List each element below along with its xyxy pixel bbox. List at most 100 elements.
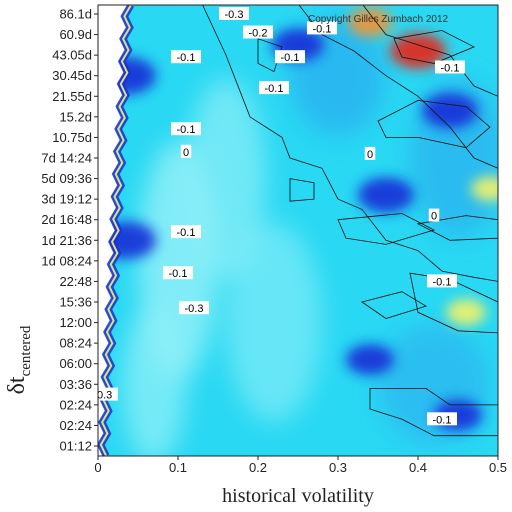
left-edge-band [98, 5, 135, 456]
contour-label: -0.1 [259, 81, 289, 95]
contour-label-box [427, 274, 457, 288]
contour-line [202, 5, 498, 282]
y-axis-title-main: δt [4, 376, 30, 394]
contour-label-text: -0.1 [265, 83, 284, 95]
contour-label: 0 [364, 146, 376, 161]
y-tick-label: 21.55d [52, 89, 92, 104]
y-tick-label: 2d 16:48 [41, 212, 92, 227]
contour-label-text: -0.1 [177, 227, 196, 239]
plot-frame [97, 4, 499, 457]
contour-label-text: -0.2 [249, 28, 268, 40]
y-tick-label: 22:48 [59, 274, 92, 289]
heat-spot [390, 33, 446, 69]
contour-label: -0.1 [163, 266, 193, 280]
contour-label-box [364, 146, 376, 160]
contour-label-text: 0 [183, 147, 189, 159]
contour-label-text: -0.1 [433, 276, 452, 288]
x-tick-label: 0 [94, 460, 101, 475]
y-axis-title-sub: centered [18, 325, 34, 376]
contour-label: -0.1 [171, 122, 201, 136]
wash-patch [226, 222, 322, 423]
contour-label-text: -0.1 [177, 52, 196, 64]
contour-label-text: -0.1 [169, 268, 188, 280]
x-axis: 0 0.1 0.2 0.3 0.4 0.5 [94, 456, 507, 475]
heat-spot [422, 92, 478, 129]
x-tick-label: 0.3 [329, 460, 347, 475]
contour-label: -0.3 [219, 7, 249, 21]
contour-label-text: -0.1 [441, 63, 460, 75]
contour-line [257, 38, 283, 73]
contour-label-box [171, 122, 201, 136]
contour-label-box [435, 60, 465, 74]
wash-patch [186, 78, 266, 279]
y-tick-label: 02:24 [59, 418, 92, 433]
contour-label-box [180, 144, 192, 158]
plot-area: -0.1 -0.1 -0.1 -0.1 -0.1 -0.1 -0.1 -0.1 -0.1 -0.1… [98, 5, 498, 456]
heat-spot [348, 7, 392, 37]
contour-label: -0.1 [427, 274, 457, 288]
contour-label-text: -0.1 [313, 23, 332, 35]
contour-label-box [259, 81, 289, 95]
x-tick-label: 0.4 [409, 460, 427, 475]
y-tick-label: 1d 08:24 [41, 253, 92, 268]
y-tick-label: 86.1d [59, 7, 92, 22]
contour-label-box [275, 50, 305, 64]
contour-label: 0 [428, 208, 440, 223]
y-tick-label: 03:36 [59, 377, 92, 392]
contour-label-text: -0.3 [185, 303, 204, 315]
contour-label: -0.2 [243, 25, 273, 40]
heat-spot [471, 176, 498, 202]
contour-label: 0 [180, 144, 192, 159]
contour-label-box [163, 266, 193, 280]
contour-label-box [98, 387, 118, 401]
y-tick-label: 1d 21:36 [41, 233, 92, 248]
contour-label-text: -0.3 [225, 9, 244, 21]
contour-line [393, 30, 475, 64]
x-tick-label: 0.5 [489, 460, 507, 475]
y-tick-label: 43.05d [52, 48, 92, 63]
contour-line [361, 291, 427, 319]
contour-label: -0.1 [307, 21, 337, 35]
contour-label-text: -0.1 [177, 124, 196, 136]
contour-line [337, 213, 436, 245]
contour-label: -0.1 [427, 412, 457, 426]
contour-label-box [171, 50, 201, 64]
contour-label-box [219, 7, 249, 20]
contour-labels: -0.1 -0.1 -0.1 -0.1 -0.1 -0.1 -0.1 -0.1 -0.1 -0.1… [98, 7, 465, 426]
contour-label: -0.1 [275, 50, 305, 64]
contour-line [369, 388, 498, 437]
x-axis-title: historical volatility [222, 485, 374, 507]
y-tick-label: 30.45d [52, 68, 92, 83]
contour-label-box [243, 25, 273, 39]
contour-label: -0.1 [435, 60, 465, 75]
contour-label-box [171, 225, 201, 239]
y-axis: 01:12 02:24 02:24 03:36 06:00 08:24 12:00 15:36… [41, 7, 98, 454]
y-tick-label: 15:36 [59, 295, 92, 310]
y-tick-label: 12:00 [59, 315, 92, 330]
copyright-note: Copyright Gilles Zumbach 2012 [308, 14, 449, 25]
edge-highlight [99, 5, 132, 456]
heat-spot [346, 344, 394, 376]
contour-label-text: 0 [431, 211, 437, 223]
y-tick-label: 01:12 [59, 439, 92, 454]
y-axis-title: δtcentered [4, 325, 34, 394]
contour-label: -0.1 [171, 50, 201, 64]
y-tick-label: 3d 19:12 [41, 192, 92, 207]
contour-label-text: 0 [367, 149, 373, 161]
y-tick-label: 5d 09:36 [41, 171, 92, 186]
contour-label: -0.3 [179, 301, 209, 315]
heat-spot [358, 177, 414, 213]
contour-label-box [427, 412, 457, 426]
contour-line [362, 5, 498, 97]
contour-line [416, 215, 498, 241]
contour-label-text: -0.1 [281, 52, 300, 64]
contour-label: -0.1 [171, 225, 201, 239]
contour-label-box [307, 21, 337, 35]
contour-line [298, 5, 498, 169]
y-tick-label: 15.2d [59, 109, 92, 124]
x-tick-label: 0.2 [249, 460, 267, 475]
y-tick-label: 02:24 [59, 397, 92, 412]
contour-line [289, 178, 315, 202]
y-tick-label: 60.9d [59, 27, 92, 42]
